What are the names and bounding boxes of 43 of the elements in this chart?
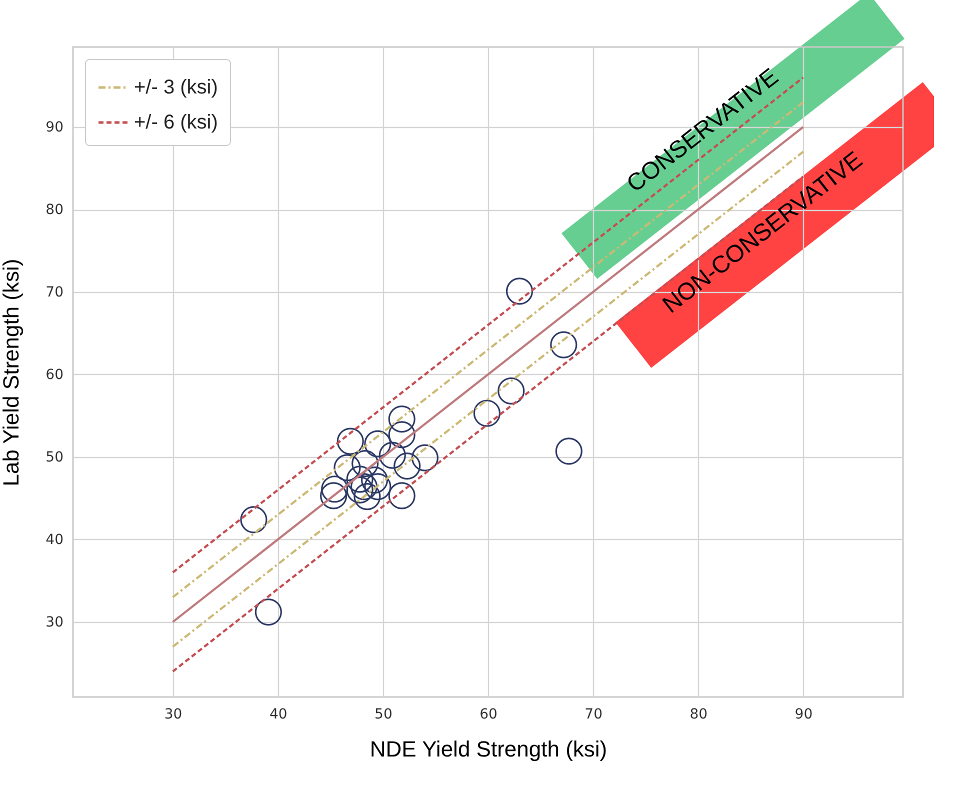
point <box>354 483 381 510</box>
point <box>364 473 392 500</box>
y-tick-label: 30 <box>46 614 64 630</box>
point <box>346 466 374 493</box>
x-tick-label: 70 <box>584 706 602 722</box>
point <box>550 331 578 358</box>
point <box>506 278 534 305</box>
y-tick-label: 80 <box>46 202 64 218</box>
y-tick-label: 70 <box>46 284 64 300</box>
point <box>346 476 374 504</box>
y-axis-title: Lab Yield Strength (ksi) <box>0 258 24 486</box>
y-tick-label: 60 <box>46 366 64 383</box>
point <box>320 482 348 510</box>
x-tick-label: 40 <box>269 706 288 722</box>
y-tick-label: 90 <box>46 120 64 136</box>
point <box>364 430 392 458</box>
x-tick-label: 60 <box>480 706 498 722</box>
y-tick-label: 50 <box>46 449 64 466</box>
point <box>473 400 500 427</box>
point <box>352 450 379 478</box>
point <box>411 444 439 472</box>
point <box>321 476 348 503</box>
point <box>240 506 268 534</box>
point <box>555 438 582 465</box>
point <box>388 421 416 448</box>
point <box>394 452 421 480</box>
x-tick-label: 90 <box>794 706 813 722</box>
point <box>336 428 364 455</box>
point <box>498 377 525 404</box>
point <box>378 442 406 469</box>
y-tick-label: 40 <box>46 532 64 548</box>
x-tick-label: 50 <box>374 706 392 722</box>
legend-label: +/- 3 (ksi) <box>134 76 218 98</box>
legend-label: +/- 6 (ksi) <box>134 112 218 134</box>
point <box>388 482 416 510</box>
x-axis-title: NDE Yield Strength (ksi) <box>370 736 608 762</box>
point <box>388 405 416 433</box>
point <box>360 466 388 494</box>
point <box>334 454 361 482</box>
x-tick-label: 80 <box>690 706 708 722</box>
point <box>350 473 378 500</box>
x-tick-label: 30 <box>164 706 182 722</box>
point <box>254 598 282 626</box>
